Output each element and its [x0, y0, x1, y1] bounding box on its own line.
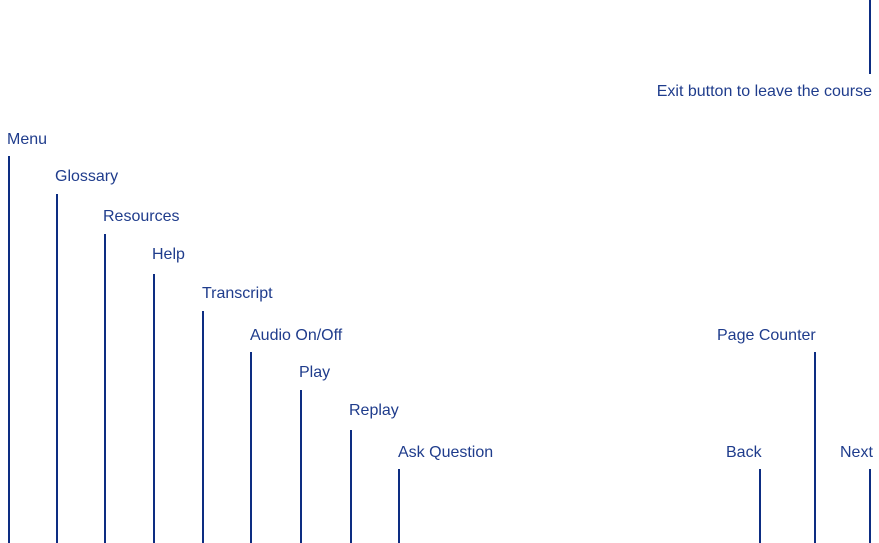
- page-counter-callout-line: [814, 352, 816, 543]
- audio-callout-line: [250, 352, 252, 543]
- resources-callout-label: Resources: [103, 208, 180, 225]
- menu-callout-line: [8, 156, 10, 543]
- audio-callout-label: Audio On/Off: [250, 327, 343, 344]
- next-callout-line: [869, 469, 871, 543]
- replay-callout-line: [350, 430, 352, 543]
- glossary-callout-line: [56, 194, 58, 543]
- next-callout-label: Next: [840, 444, 873, 461]
- play-callout-line: [300, 390, 302, 543]
- page-counter-callout-label: Page Counter: [717, 327, 816, 344]
- transcript-callout-line: [202, 311, 204, 543]
- help-callout-label: Help: [152, 246, 185, 263]
- play-callout-label: Play: [299, 364, 331, 381]
- exit-callout-line: [869, 0, 871, 74]
- resources-callout-line: [104, 234, 106, 543]
- back-callout-line: [759, 469, 761, 543]
- exit-callout-label: Exit button to leave the course: [656, 83, 872, 100]
- replay-callout-label: Replay: [349, 402, 399, 419]
- back-callout-label: Back: [726, 444, 762, 461]
- menu-callout-label: Menu: [7, 131, 48, 148]
- ask-question-callout-line: [398, 469, 400, 543]
- glossary-callout-label: Glossary: [55, 168, 119, 185]
- transcript-callout-label: Transcript: [202, 285, 273, 302]
- help-callout-line: [153, 274, 155, 543]
- ask-question-callout-label: Ask Question: [398, 444, 494, 461]
